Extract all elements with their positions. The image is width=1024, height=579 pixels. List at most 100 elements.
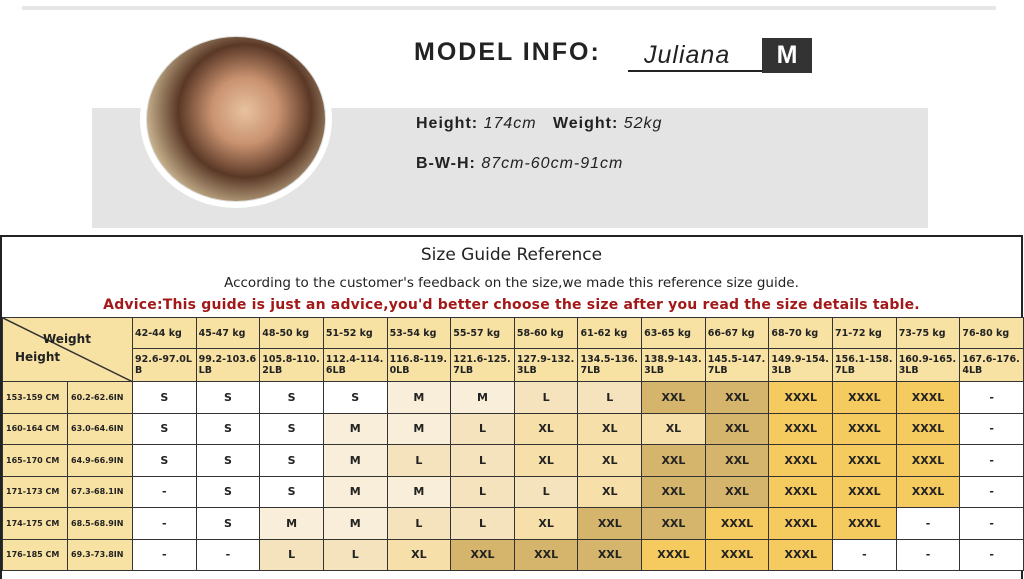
table-row: 176-185 CM 69.3-73.8IN - - L L XL XXL XXL XXL XXXL…	[2, 538, 1024, 571]
size-cell: XXXL	[768, 538, 834, 571]
weight-lb-header: 99.2-103.6LB	[195, 348, 261, 382]
size-cell: XXXL	[895, 381, 961, 414]
size-cell: M	[386, 412, 452, 445]
weight-lb-header: 149.9-154.3LB	[768, 348, 834, 382]
height-cm-label: 176-185 CM	[2, 538, 68, 571]
size-cell: -	[895, 538, 961, 571]
size-cell: S	[259, 381, 324, 414]
weight-lb-header: 160.9-165.3LB	[895, 348, 961, 382]
size-cell: M	[322, 412, 388, 445]
table-row: 165-170 CM 64.9-66.9IN S S S M L L XL XL XXL XXL XXX…	[2, 444, 1024, 477]
height-cm-label: 160-164 CM	[2, 412, 68, 445]
size-cell: L	[450, 507, 515, 540]
weight-lb-header: 167.6-176.4LB	[959, 348, 1024, 382]
size-cell: XL	[577, 412, 643, 445]
size-cell: L	[450, 475, 515, 508]
size-cell: XXXL	[768, 507, 834, 540]
height-cm-label: 153-159 CM	[2, 381, 68, 414]
size-cell: XL	[641, 412, 706, 445]
top-divider	[22, 6, 996, 10]
size-cell: XL	[513, 444, 579, 477]
size-cell: M	[450, 381, 515, 414]
size-cell: M	[322, 507, 388, 540]
size-cell: S	[195, 507, 261, 540]
size-cell: XXL	[704, 444, 770, 477]
guide-subtitle: According to the customer's feedback on …	[224, 275, 799, 291]
size-cell: XXL	[577, 507, 643, 540]
size-cell: XL	[513, 412, 579, 445]
size-cell: XXXL	[832, 507, 897, 540]
height-cm-label: 171-173 CM	[2, 475, 68, 508]
weight-kg-header: 45-47 kg	[195, 317, 261, 349]
size-cell: XXL	[641, 381, 706, 414]
guide-advice: Advice:This guide is just an advice,you'…	[103, 297, 920, 313]
bwh-label: B-W-H:	[416, 155, 476, 172]
size-cell: S	[195, 381, 261, 414]
weight-lb-header: 105.8-110.2LB	[259, 348, 324, 382]
size-cell: XXXL	[768, 444, 834, 477]
size-cell: -	[132, 507, 197, 540]
height-cm-label: 165-170 CM	[2, 444, 68, 477]
table-row: 153-159 CM 60.2-62.6IN S S S S M M L L XXL XXL XXXL X…	[2, 381, 1024, 414]
size-cell: XXXL	[641, 538, 706, 571]
size-cell: -	[959, 538, 1024, 571]
size-cell: M	[322, 475, 388, 508]
size-cell: M	[322, 444, 388, 477]
size-cell: S	[322, 381, 388, 414]
model-bwh-line: B-W-H: 87cm-60cm-91cm	[416, 155, 623, 173]
size-cell: M	[386, 475, 452, 508]
weight-kg-header: 68-70 kg	[768, 317, 834, 349]
size-cell: S	[259, 412, 324, 445]
size-cell: M	[259, 507, 324, 540]
size-cell: L	[577, 381, 643, 414]
size-cell: XXXL	[832, 475, 897, 508]
size-guide: Size Guide Reference According to the cu…	[0, 235, 1024, 579]
size-cell: XXXL	[895, 444, 961, 477]
size-cell: -	[959, 412, 1024, 445]
size-cell: S	[259, 475, 324, 508]
size-cell: XXL	[641, 475, 706, 508]
size-cell: -	[959, 381, 1024, 414]
size-cell: XL	[386, 538, 452, 571]
size-cell: XXXL	[832, 444, 897, 477]
size-cell: -	[959, 444, 1024, 477]
size-cell: L	[322, 538, 388, 571]
size-cell: XXL	[704, 381, 770, 414]
size-cell: M	[386, 381, 452, 414]
size-cell: L	[386, 444, 452, 477]
model-info-title: MODEL INFO:	[414, 38, 601, 66]
model-photo	[140, 30, 332, 208]
size-cell: XXL	[704, 475, 770, 508]
size-cell: XXXL	[895, 412, 961, 445]
size-cell: XL	[577, 475, 643, 508]
size-cell: -	[959, 475, 1024, 508]
size-cell: L	[450, 412, 515, 445]
weight-lb-header: 92.6-97.0LB	[132, 348, 197, 382]
weight-kg-header: 63-65 kg	[641, 317, 706, 349]
size-cell: -	[132, 475, 197, 508]
size-cell: XXL	[704, 412, 770, 445]
size-cell: L	[513, 475, 579, 508]
weight-kg-header: 76-80 kg	[959, 317, 1024, 349]
corner-weight-label: Weight	[43, 332, 91, 346]
size-cell: XL	[577, 444, 643, 477]
size-cell: S	[195, 444, 261, 477]
table-row: 171-173 CM 67.3-68.1IN - S S M M L L XL XXL XXL XXXL…	[2, 475, 1024, 508]
size-table: Weight Height 42-44 kg 45-47 kg 48-50 kg 51-5…	[2, 317, 1024, 571]
size-cell: S	[195, 475, 261, 508]
weight-lb-header: 138.9-143.3LB	[641, 348, 706, 382]
height-in-label: 68.5-68.9IN	[67, 507, 133, 540]
size-cell: -	[959, 507, 1024, 540]
table-row: 160-164 CM 63.0-64.6IN S S S M M L XL XL XL XXL XXXL…	[2, 412, 1024, 445]
model-name: Juliana	[628, 38, 762, 72]
model-size-badge: M	[762, 38, 812, 73]
size-cell: L	[513, 381, 579, 414]
size-cell: XXXL	[832, 412, 897, 445]
weight-lb-header: 112.4-114.6LB	[322, 348, 388, 382]
weight-value: 52kg	[623, 115, 663, 132]
weight-lb-header: 156.1-158.7LB	[832, 348, 897, 382]
size-cell: XXXL	[768, 475, 834, 508]
size-cell: S	[132, 412, 197, 445]
weight-kg-header: 42-44 kg	[132, 317, 197, 349]
height-in-label: 67.3-68.1IN	[67, 475, 133, 508]
